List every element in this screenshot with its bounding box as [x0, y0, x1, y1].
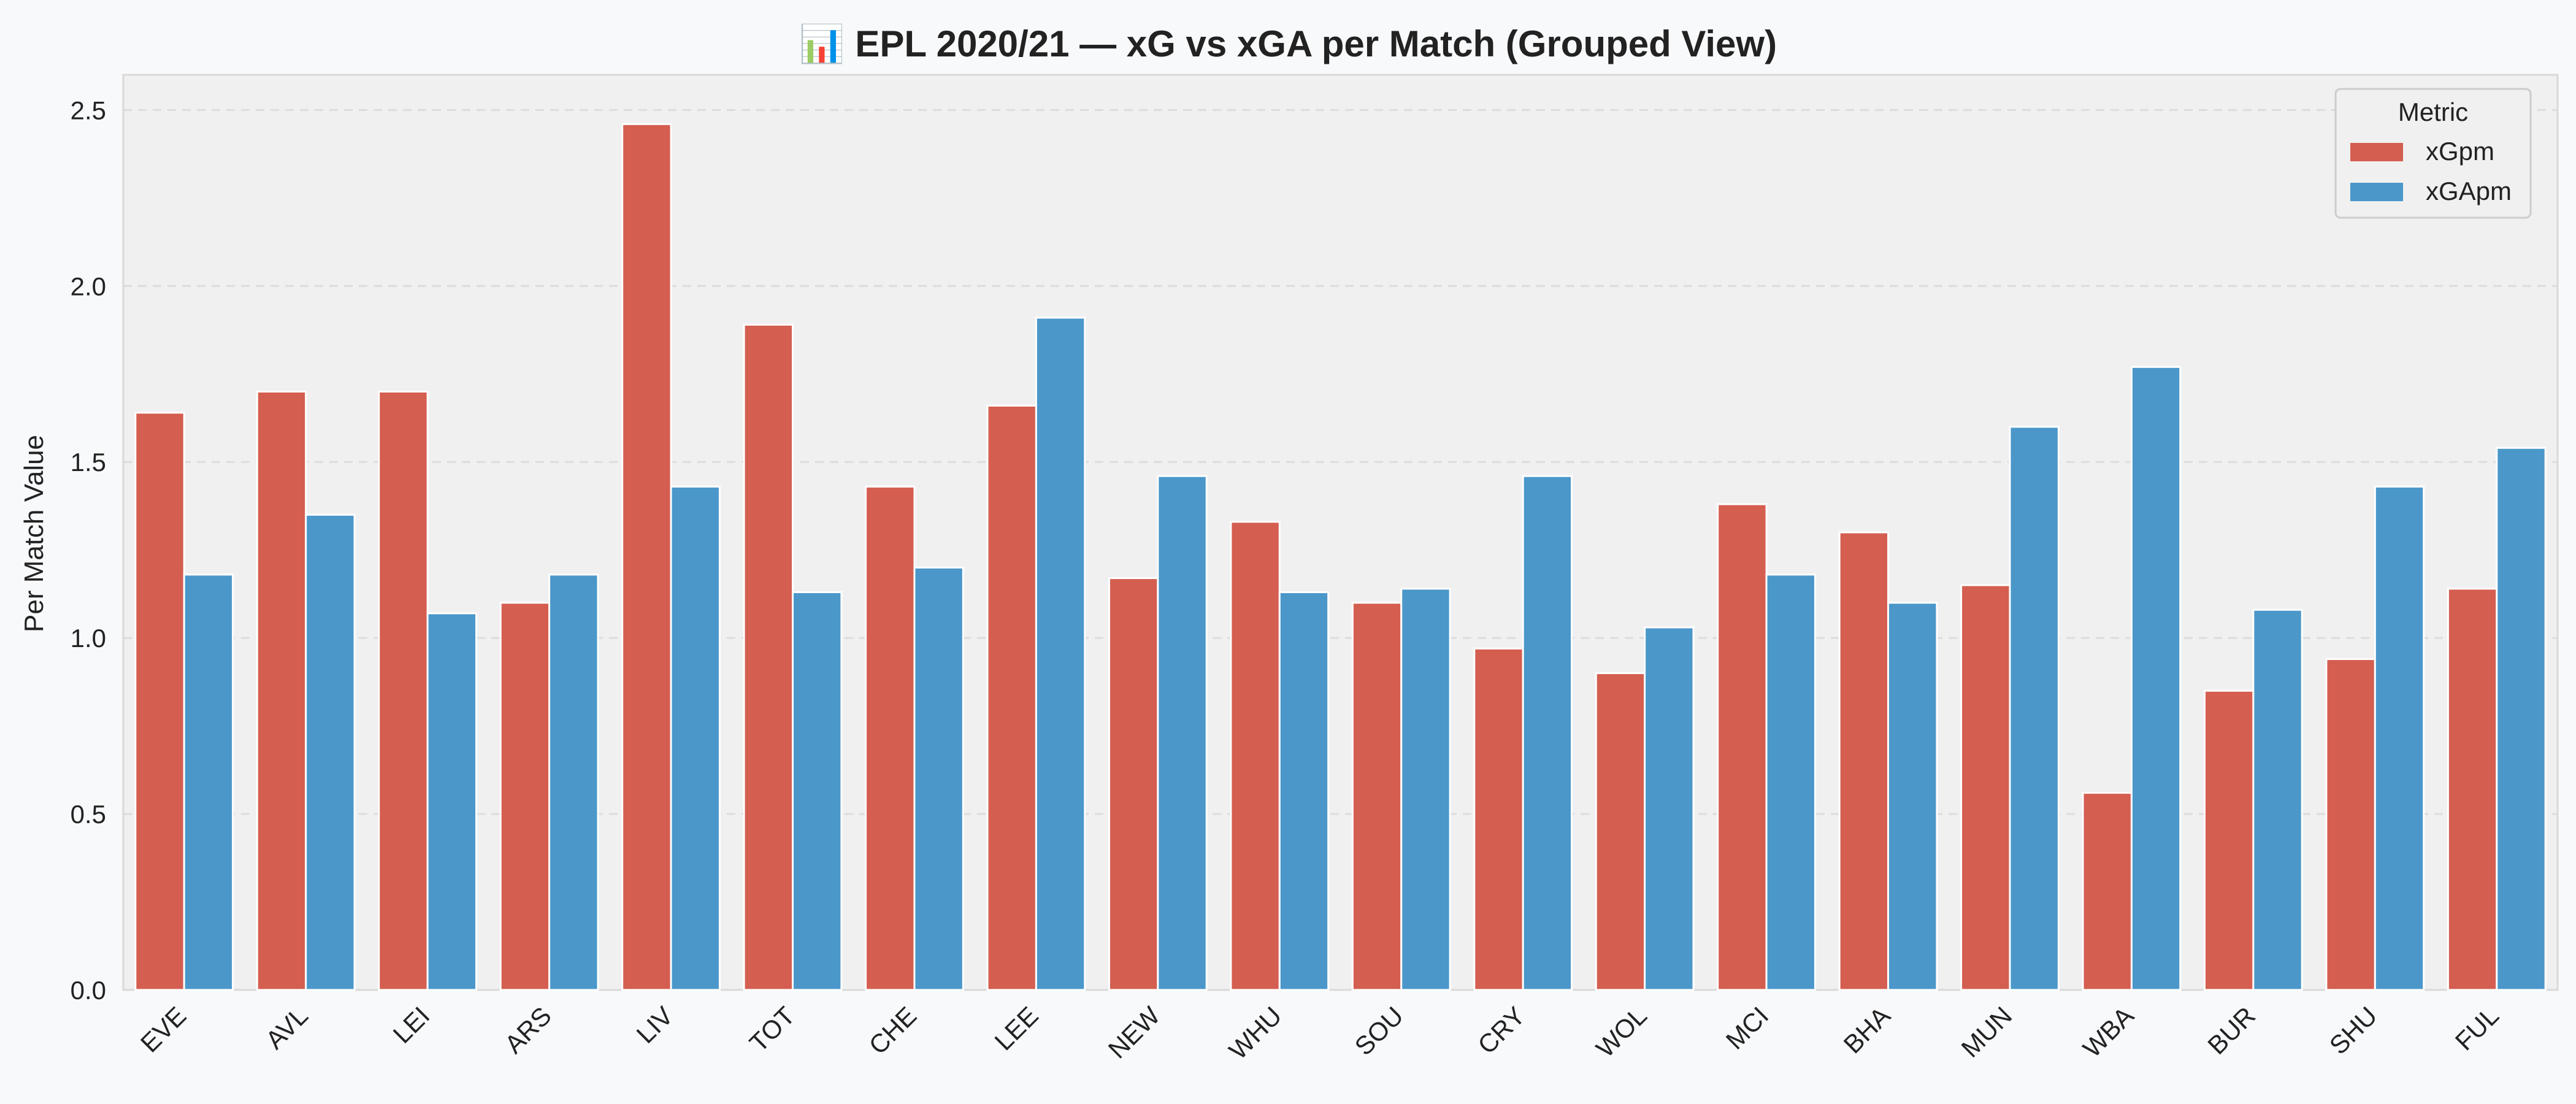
bar-xgpm-shu: [2325, 658, 2376, 991]
legend-swatch-xgapm: [2350, 183, 2403, 201]
y-tick-label: 0.0: [71, 976, 106, 1005]
bar-xgpm-whu: [1230, 521, 1281, 991]
bar-xgpm-cry: [1473, 647, 1524, 991]
y-axis-label: Per Match Value: [19, 435, 49, 632]
bar-xgapm-tot: [791, 591, 843, 991]
bar-xgapm-wol: [1644, 626, 1695, 991]
bar-xgpm-mun: [1960, 584, 2011, 991]
bar-xgpm-mci: [1717, 503, 1768, 991]
bar-xgapm-mun: [2009, 426, 2060, 991]
bar-xgpm-sou: [1351, 602, 1403, 991]
bar-xgapm-lei: [426, 612, 478, 991]
bar-xgapm-ful: [2496, 447, 2547, 991]
bar-xgapm-lee: [1035, 316, 1086, 991]
bar-xgapm-cry: [1522, 475, 1573, 991]
bar-xgpm-avl: [256, 390, 307, 991]
bar-xgpm-bha: [1838, 531, 1890, 991]
bar-xgapm-sou: [1400, 588, 1451, 991]
bars: [134, 123, 2547, 991]
legend-label-xgpm: xGpm: [2426, 137, 2494, 166]
bar-xgpm-bur: [2203, 689, 2255, 991]
plot-area: [122, 74, 2559, 991]
bar-xgpm-wba: [2082, 792, 2133, 991]
bar-xgpm-ful: [2447, 588, 2498, 991]
bar-xgapm-new: [1157, 475, 1208, 991]
bar-xgpm-lei: [378, 390, 429, 991]
y-tick-label: 0.5: [71, 800, 106, 829]
bar-xgapm-bur: [2252, 608, 2303, 991]
y-tick-label: 2.0: [71, 272, 106, 301]
bar-xgapm-mci: [1765, 573, 1816, 991]
bar-xgapm-whu: [1278, 591, 1330, 991]
bar-xgapm-shu: [2374, 485, 2425, 991]
bar-xgpm-wol: [1595, 672, 1646, 991]
y-tick-label: 1.5: [71, 448, 106, 477]
bar-xgapm-ars: [548, 573, 599, 991]
chart-title: 📊 EPL 2020/21 — xG vs xGA per Match (Gro…: [799, 23, 1777, 65]
legend-label-xgapm: xGApm: [2426, 177, 2512, 205]
legend-title: Metric: [2398, 98, 2468, 126]
bar-xgpm-eve: [134, 412, 185, 991]
bar-xgapm-wba: [2130, 366, 2182, 991]
bar-xgapm-eve: [183, 573, 234, 991]
bar-xgpm-liv: [621, 123, 672, 991]
bar-xgpm-ars: [499, 602, 551, 991]
y-tick-label: 2.5: [71, 96, 106, 125]
bar-xgpm-new: [1108, 577, 1159, 991]
y-axis-ticks: 0.0 0.5 1.0 1.5 2.0 2.5: [71, 96, 106, 1005]
bar-xgapm-che: [913, 566, 964, 991]
bar-xgpm-tot: [743, 323, 794, 991]
legend: Metric xGpm xGApm: [2334, 88, 2532, 219]
bar-xgpm-lee: [986, 404, 1037, 991]
bar-xgapm-avl: [305, 513, 356, 991]
y-tick-label: 1.0: [71, 624, 106, 653]
bar-xgpm-che: [865, 485, 916, 991]
bar-xgapm-bha: [1887, 602, 1938, 991]
bar-xgapm-liv: [670, 485, 721, 991]
legend-swatch-xgpm: [2350, 143, 2403, 161]
